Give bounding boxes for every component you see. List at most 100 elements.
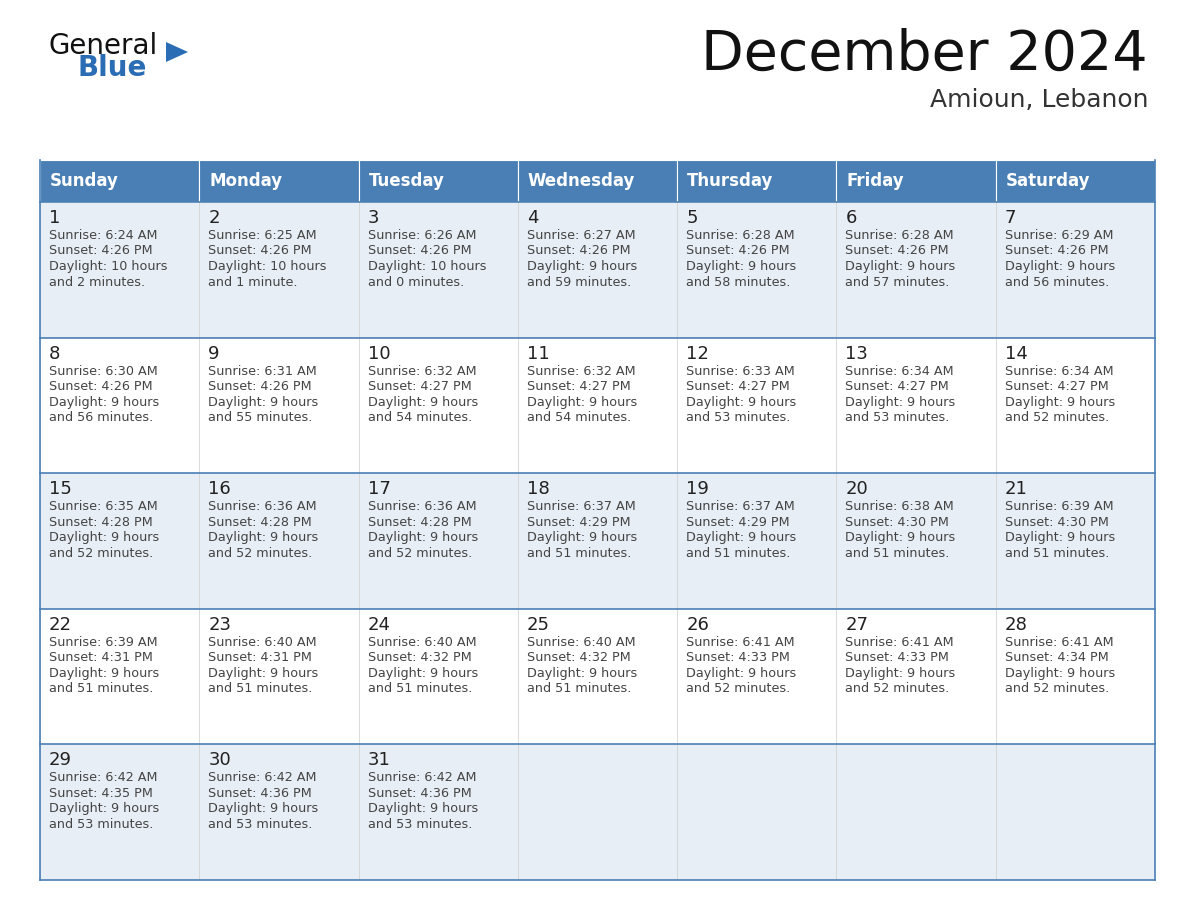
Text: Sunrise: 6:41 AM: Sunrise: 6:41 AM <box>846 636 954 649</box>
Text: and 53 minutes.: and 53 minutes. <box>49 818 153 831</box>
Text: 29: 29 <box>49 752 72 769</box>
Text: Sunset: 4:33 PM: Sunset: 4:33 PM <box>846 651 949 665</box>
Text: and 53 minutes.: and 53 minutes. <box>367 818 472 831</box>
Text: and 52 minutes.: and 52 minutes. <box>1005 411 1108 424</box>
Text: 3: 3 <box>367 209 379 227</box>
Text: 6: 6 <box>846 209 857 227</box>
Text: 17: 17 <box>367 480 391 498</box>
Text: 26: 26 <box>687 616 709 633</box>
Bar <box>836 609 996 744</box>
Bar <box>518 338 677 473</box>
Text: Sunrise: 6:40 AM: Sunrise: 6:40 AM <box>208 636 317 649</box>
Text: Sunrise: 6:28 AM: Sunrise: 6:28 AM <box>687 229 795 242</box>
Text: 31: 31 <box>367 752 391 769</box>
Text: Sunset: 4:28 PM: Sunset: 4:28 PM <box>208 516 312 529</box>
Text: Daylight: 9 hours: Daylight: 9 hours <box>526 666 637 680</box>
Bar <box>677 202 836 338</box>
Bar <box>518 202 677 338</box>
Text: Sunset: 4:31 PM: Sunset: 4:31 PM <box>208 651 312 665</box>
Bar <box>836 338 996 473</box>
Bar <box>359 202 518 338</box>
Text: Sunrise: 6:36 AM: Sunrise: 6:36 AM <box>367 500 476 513</box>
Text: and 2 minutes.: and 2 minutes. <box>49 275 145 288</box>
Text: Sunset: 4:27 PM: Sunset: 4:27 PM <box>687 380 790 393</box>
Bar <box>996 160 1155 202</box>
Text: Sunrise: 6:42 AM: Sunrise: 6:42 AM <box>367 771 476 784</box>
Text: Sunrise: 6:41 AM: Sunrise: 6:41 AM <box>1005 636 1113 649</box>
Text: 13: 13 <box>846 344 868 363</box>
Text: Daylight: 9 hours: Daylight: 9 hours <box>846 260 955 273</box>
Text: Sunset: 4:26 PM: Sunset: 4:26 PM <box>687 244 790 258</box>
Text: Daylight: 9 hours: Daylight: 9 hours <box>367 396 478 409</box>
Text: Sunrise: 6:42 AM: Sunrise: 6:42 AM <box>49 771 158 784</box>
Bar <box>200 744 359 880</box>
Text: Sunset: 4:27 PM: Sunset: 4:27 PM <box>367 380 472 393</box>
Text: Sunrise: 6:28 AM: Sunrise: 6:28 AM <box>846 229 954 242</box>
Text: Sunrise: 6:39 AM: Sunrise: 6:39 AM <box>1005 500 1113 513</box>
Text: 2: 2 <box>208 209 220 227</box>
Text: Sunset: 4:27 PM: Sunset: 4:27 PM <box>846 380 949 393</box>
Bar <box>677 160 836 202</box>
Text: and 51 minutes.: and 51 minutes. <box>49 682 153 695</box>
Text: Sunrise: 6:39 AM: Sunrise: 6:39 AM <box>49 636 158 649</box>
Text: Daylight: 9 hours: Daylight: 9 hours <box>687 532 796 544</box>
Text: Daylight: 9 hours: Daylight: 9 hours <box>49 396 159 409</box>
Text: Sunset: 4:32 PM: Sunset: 4:32 PM <box>526 651 631 665</box>
Bar <box>40 160 200 202</box>
Text: 27: 27 <box>846 616 868 633</box>
Text: and 51 minutes.: and 51 minutes. <box>1005 547 1110 560</box>
Text: Sunrise: 6:40 AM: Sunrise: 6:40 AM <box>367 636 476 649</box>
Text: Sunrise: 6:27 AM: Sunrise: 6:27 AM <box>526 229 636 242</box>
Bar <box>836 744 996 880</box>
Bar <box>518 744 677 880</box>
Bar <box>518 473 677 609</box>
Text: Daylight: 9 hours: Daylight: 9 hours <box>846 666 955 680</box>
Text: Sunset: 4:30 PM: Sunset: 4:30 PM <box>1005 516 1108 529</box>
Text: Sunset: 4:31 PM: Sunset: 4:31 PM <box>49 651 153 665</box>
Bar <box>200 202 359 338</box>
Text: 30: 30 <box>208 752 230 769</box>
Text: 15: 15 <box>49 480 72 498</box>
Text: 19: 19 <box>687 480 709 498</box>
Text: Sunrise: 6:29 AM: Sunrise: 6:29 AM <box>1005 229 1113 242</box>
Text: 24: 24 <box>367 616 391 633</box>
Bar <box>677 609 836 744</box>
Bar <box>836 473 996 609</box>
Text: Daylight: 9 hours: Daylight: 9 hours <box>208 666 318 680</box>
Text: and 52 minutes.: and 52 minutes. <box>846 682 949 695</box>
Text: and 52 minutes.: and 52 minutes. <box>49 547 153 560</box>
Text: 16: 16 <box>208 480 230 498</box>
Text: and 53 minutes.: and 53 minutes. <box>208 818 312 831</box>
Text: Daylight: 9 hours: Daylight: 9 hours <box>1005 260 1116 273</box>
Text: Sunrise: 6:33 AM: Sunrise: 6:33 AM <box>687 364 795 377</box>
Text: Sunrise: 6:32 AM: Sunrise: 6:32 AM <box>367 364 476 377</box>
Text: Sunrise: 6:34 AM: Sunrise: 6:34 AM <box>846 364 954 377</box>
Text: 28: 28 <box>1005 616 1028 633</box>
Text: Sunrise: 6:37 AM: Sunrise: 6:37 AM <box>687 500 795 513</box>
Bar <box>677 338 836 473</box>
Text: 25: 25 <box>526 616 550 633</box>
Text: General: General <box>48 32 157 60</box>
Text: Daylight: 9 hours: Daylight: 9 hours <box>367 532 478 544</box>
Text: and 52 minutes.: and 52 minutes. <box>1005 682 1108 695</box>
Text: Daylight: 9 hours: Daylight: 9 hours <box>526 396 637 409</box>
Text: and 58 minutes.: and 58 minutes. <box>687 275 790 288</box>
Text: 23: 23 <box>208 616 232 633</box>
Text: Sunrise: 6:40 AM: Sunrise: 6:40 AM <box>526 636 636 649</box>
Text: and 0 minutes.: and 0 minutes. <box>367 275 463 288</box>
Text: Sunset: 4:34 PM: Sunset: 4:34 PM <box>1005 651 1108 665</box>
Text: Daylight: 9 hours: Daylight: 9 hours <box>526 532 637 544</box>
Text: 10: 10 <box>367 344 390 363</box>
Text: and 52 minutes.: and 52 minutes. <box>687 682 790 695</box>
Text: Sunrise: 6:25 AM: Sunrise: 6:25 AM <box>208 229 317 242</box>
Text: Daylight: 9 hours: Daylight: 9 hours <box>687 666 796 680</box>
Text: Sunset: 4:26 PM: Sunset: 4:26 PM <box>208 244 312 258</box>
Text: Daylight: 9 hours: Daylight: 9 hours <box>687 396 796 409</box>
Text: Sunday: Sunday <box>50 172 119 190</box>
Text: Sunset: 4:26 PM: Sunset: 4:26 PM <box>208 380 312 393</box>
Text: Saturday: Saturday <box>1006 172 1091 190</box>
Bar <box>359 609 518 744</box>
Text: and 59 minutes.: and 59 minutes. <box>526 275 631 288</box>
Text: Sunrise: 6:31 AM: Sunrise: 6:31 AM <box>208 364 317 377</box>
Bar <box>518 160 677 202</box>
